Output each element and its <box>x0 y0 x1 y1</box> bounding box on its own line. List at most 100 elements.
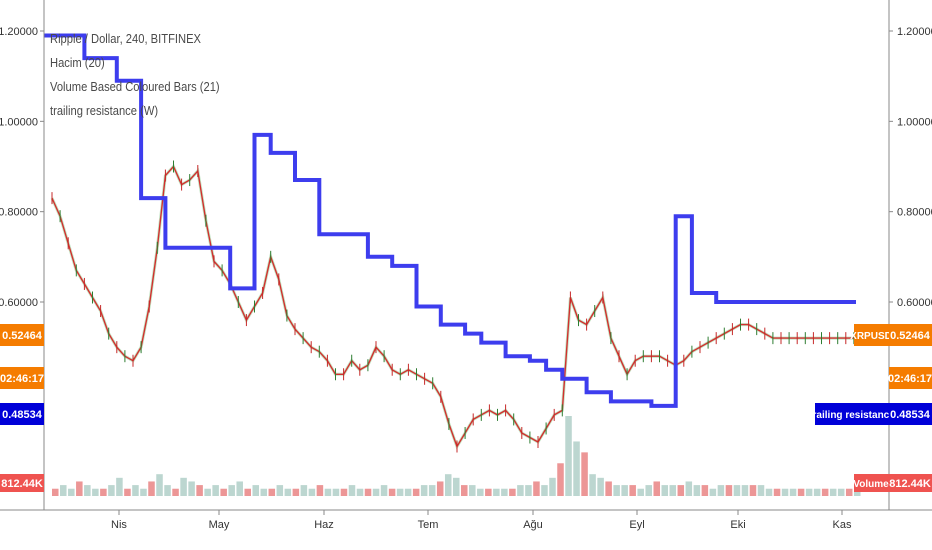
volume-label: Volume <box>853 479 889 490</box>
last-price-right: 0.52464 <box>890 330 931 342</box>
volume-bar-99 <box>845 488 853 496</box>
volume-bar-22 <box>228 485 235 496</box>
volume-bar-78 <box>677 485 685 496</box>
volume-bar-92 <box>789 488 797 496</box>
volume-bar-69 <box>605 481 612 496</box>
volume-bar-58 <box>517 485 524 496</box>
volume-bar-20 <box>212 485 219 496</box>
volume-bar-39 <box>364 488 372 496</box>
volume-bar-25 <box>252 485 260 496</box>
legend-volume-indicator[interactable]: Hacim (20) <box>50 55 105 70</box>
volume-bar-56 <box>501 488 508 496</box>
volume-bar-16 <box>180 477 187 496</box>
y-tick-label-left-3: 0.60000 <box>0 297 38 309</box>
volume-bar-0 <box>52 488 59 496</box>
volume-bar-35 <box>332 488 340 496</box>
volume-bar-76 <box>661 485 669 496</box>
volume-bar-52 <box>469 485 476 496</box>
volume-bar-17 <box>188 481 195 496</box>
chart-legend: Ripple / Dollar, 240, BITFINEX Hacim (20… <box>50 27 220 123</box>
volume-bar-21 <box>220 488 227 496</box>
volume-bar-82 <box>709 488 717 496</box>
volume-bar-26 <box>260 488 268 496</box>
volume-bar-3 <box>76 481 83 496</box>
volume-bar-96 <box>821 488 829 496</box>
volume-bar-33 <box>316 485 324 496</box>
volume-value-left: 812.44K <box>1 478 43 490</box>
volume-bar-42 <box>388 488 396 496</box>
y-tick-label-right-1: 1.00000 <box>897 116 932 128</box>
volume-bar-38 <box>356 488 364 496</box>
volume-bar-49 <box>444 474 452 496</box>
volume-bar-90 <box>773 488 781 496</box>
legend-symbol-title[interactable]: Ripple / Dollar, 240, BITFINEX <box>50 31 201 46</box>
volume-bar-41 <box>380 485 388 496</box>
legend-coloured-bars-indicator[interactable]: Volume Based Coloured Bars (21) <box>50 79 220 94</box>
volume-bar-45 <box>412 488 420 496</box>
legend-trailing-resistance-indicator[interactable]: trailing resistance (W) <box>50 103 159 118</box>
x-tick-label-0: Nis <box>111 519 127 531</box>
volume-bar-47 <box>428 485 436 496</box>
volume-bar-23 <box>236 481 243 496</box>
volume-bar-32 <box>308 488 316 496</box>
volume-bar-68 <box>597 477 604 496</box>
countdown-left: 02:46:17 <box>0 373 44 385</box>
volume-bar-2 <box>68 488 75 496</box>
volume-bar-18 <box>196 485 203 496</box>
volume-bar-51 <box>461 485 468 496</box>
time-axis-ticks: Nis May Haz Tem Ağu Eyl Eki Kas <box>111 510 852 531</box>
resistance-label: trailing resistance <box>809 410 895 421</box>
volume-bar-88 <box>757 485 765 496</box>
volume-bar-81 <box>701 485 709 496</box>
volume-bar-54 <box>485 488 492 496</box>
y-tick-label-right-2: 0.80000 <box>897 207 932 219</box>
volume-value-right: 812.44K <box>889 478 931 490</box>
volume-bar-28 <box>276 485 284 496</box>
volume-bar-67 <box>589 474 596 496</box>
volume-bar-95 <box>813 488 821 496</box>
volume-bar-11 <box>140 488 147 496</box>
volume-bar-27 <box>268 488 276 496</box>
y-tick-label-left-2: 0.80000 <box>0 207 38 219</box>
volume-bar-40 <box>372 488 380 496</box>
volume-bar-89 <box>765 488 773 496</box>
volume-bar-66 <box>581 452 588 496</box>
last-price-tag-left <box>0 324 44 346</box>
series-label-tag <box>854 324 889 346</box>
volume-bar-30 <box>292 488 300 496</box>
volume-bar-94 <box>805 488 813 496</box>
y-tick-label-left-1: 1.00000 <box>0 116 38 128</box>
x-tick-label-4: Ağu <box>523 519 543 531</box>
volume-bar-34 <box>324 488 332 496</box>
volume-bar-19 <box>204 488 211 496</box>
volume-tag-right <box>889 474 932 492</box>
volume-bar-4 <box>84 485 91 496</box>
volume-bar-37 <box>348 485 356 496</box>
volume-bar-86 <box>741 485 749 496</box>
resistance-step-line <box>44 33 856 408</box>
volume-bar-71 <box>621 485 628 496</box>
volume-bar-80 <box>693 485 701 496</box>
x-tick-label-3: Tem <box>418 519 439 531</box>
x-tick-label-1: May <box>209 519 230 531</box>
resistance-value-right: 0.48534 <box>890 409 931 421</box>
price-line-shadow <box>50 163 862 450</box>
volume-bar-57 <box>509 488 516 496</box>
last-price-left: 0.52464 <box>2 330 43 342</box>
x-tick-label-2: Haz <box>314 519 334 531</box>
volume-bar-63 <box>557 463 564 496</box>
last-price-tag-right <box>889 324 932 346</box>
resistance-value-left: 0.48534 <box>2 409 43 421</box>
volume-bar-84 <box>725 485 733 496</box>
volume-bar-44 <box>404 488 412 496</box>
price-series <box>50 160 863 453</box>
series-label: XRPUSD <box>850 331 892 342</box>
volume-bar-10 <box>132 485 139 496</box>
volume-bar-14 <box>164 485 171 496</box>
volume-bar-15 <box>172 488 179 496</box>
volume-bar-12 <box>148 481 155 496</box>
volume-bar-62 <box>549 477 556 496</box>
volume-bar-59 <box>525 485 532 496</box>
volume-bar-6 <box>100 488 107 496</box>
